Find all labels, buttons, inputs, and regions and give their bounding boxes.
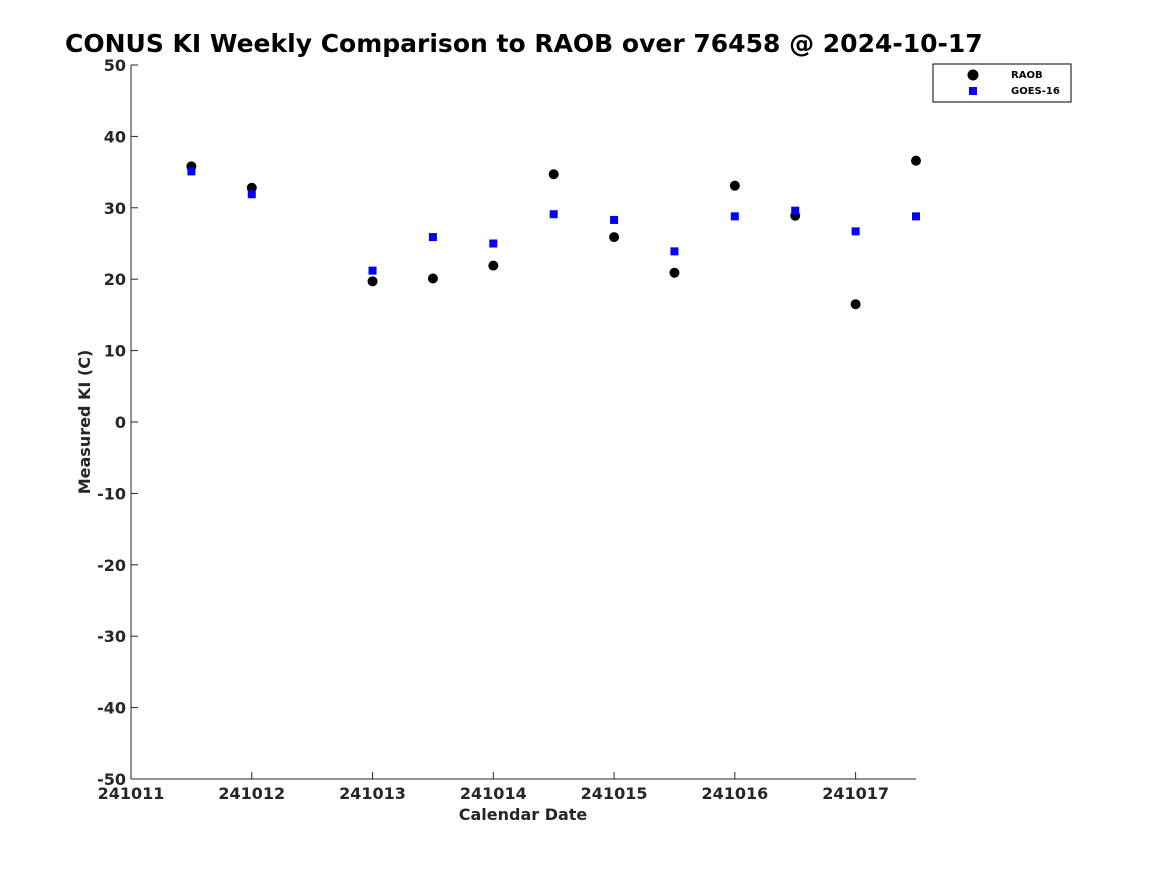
point-goes16 [791, 206, 800, 215]
point-goes16 [851, 227, 860, 236]
point-goes16 [428, 233, 437, 242]
point-raob [729, 180, 740, 191]
point-raob [367, 276, 378, 287]
x-tick-label: 241012 [218, 784, 285, 803]
y-tick-label: 40 [104, 127, 126, 146]
point-goes16 [912, 212, 920, 221]
x-axis-ticks: 241011 241012 241013 241014 241015 241016 2410… [98, 772, 889, 803]
point-goes16 [489, 239, 498, 248]
legend-box [932, 63, 1072, 103]
legend-label-goes16: GOES-16 [1011, 86, 1060, 97]
y-axis-label: Measured KI (C) [75, 350, 94, 495]
x-axis-label: Calendar Date [459, 805, 588, 824]
point-raob [548, 169, 559, 180]
chart-title: CONUS KI Weekly Comparison to RAOB over … [65, 29, 983, 58]
y-tick-label: -50 [97, 770, 126, 789]
point-goes16 [610, 215, 619, 224]
y-tick-label: -40 [97, 699, 126, 718]
point-raob [911, 155, 921, 166]
y-tick-label: -20 [97, 556, 126, 575]
y-tick-label: 0 [115, 413, 126, 432]
point-raob [609, 232, 620, 243]
legend-marker-raob [967, 69, 979, 81]
x-tick-label: 241014 [460, 784, 527, 803]
point-raob [669, 267, 680, 278]
point-goes16 [187, 167, 196, 176]
point-raob [488, 260, 499, 271]
y-tick-label: 30 [104, 199, 126, 218]
y-axis-ticks: 50 40 30 20 10 0 -10 -20 -30 -40 -50 [97, 56, 138, 789]
point-raob [427, 273, 438, 284]
point-raob [850, 299, 861, 310]
point-goes16 [670, 247, 679, 256]
y-tick-label: -10 [97, 484, 126, 503]
x-tick-label: 241013 [339, 784, 406, 803]
legend-label-raob: RAOB [1011, 70, 1043, 81]
x-tick-label: 241016 [701, 784, 768, 803]
y-tick-label: 50 [104, 56, 126, 75]
point-goes16 [730, 212, 739, 221]
axes [130, 65, 916, 780]
x-tick-label: 241011 [98, 784, 165, 803]
x-tick-label: 241017 [822, 784, 889, 803]
x-tick-label: 241015 [581, 784, 648, 803]
data-points [186, 155, 921, 310]
legend: RAOB GOES-16 [932, 63, 1072, 103]
y-tick-label: -30 [97, 627, 126, 646]
point-goes16 [368, 266, 377, 275]
y-tick-label: 20 [104, 270, 126, 289]
point-goes16 [549, 210, 558, 219]
y-tick-label: 10 [104, 342, 126, 361]
legend-marker-goes16 [969, 87, 977, 95]
point-goes16 [247, 190, 256, 199]
